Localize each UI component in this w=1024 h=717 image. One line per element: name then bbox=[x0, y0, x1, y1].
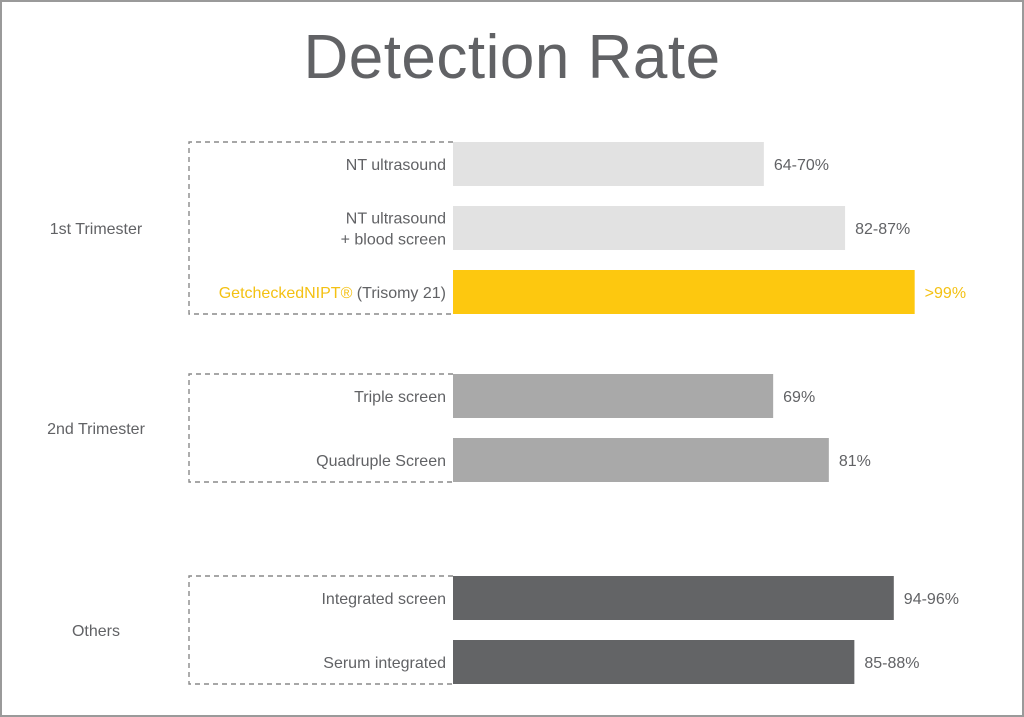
value-label: 94-96% bbox=[904, 591, 959, 608]
value-label: >99% bbox=[925, 285, 966, 302]
category-label: Quadruple Screen bbox=[316, 453, 446, 470]
bar bbox=[453, 270, 915, 314]
group-bracket bbox=[188, 373, 453, 483]
group-bracket bbox=[188, 141, 453, 315]
category-label: NT ultrasound bbox=[346, 211, 446, 228]
bar bbox=[453, 576, 894, 620]
category-label: GetcheckedNIPT® (Trisomy 21) bbox=[219, 285, 446, 302]
bar bbox=[453, 640, 855, 684]
value-label: 82-87% bbox=[855, 221, 910, 238]
category-label: Integrated screen bbox=[321, 591, 446, 608]
category-label: Triple screen bbox=[354, 389, 446, 406]
group-label: Others bbox=[72, 623, 120, 640]
group-label: 1st Trimester bbox=[50, 221, 143, 238]
category-label: NT ultrasound bbox=[346, 157, 446, 174]
chart-title: Detection Rate bbox=[303, 23, 721, 92]
brand-label: GetcheckedNIPT® bbox=[219, 285, 353, 302]
bar bbox=[453, 142, 764, 186]
category-label: + blood screen bbox=[341, 232, 446, 249]
category-label-suffix: (Trisomy 21) bbox=[352, 285, 446, 302]
value-label: 85-88% bbox=[864, 655, 919, 672]
bar bbox=[453, 374, 774, 418]
group-label: 2nd Trimester bbox=[47, 421, 145, 438]
category-label: Serum integrated bbox=[323, 655, 446, 672]
value-label: 64-70% bbox=[774, 157, 829, 174]
value-label: 81% bbox=[839, 453, 871, 470]
bar bbox=[453, 206, 846, 250]
group-bracket bbox=[188, 575, 453, 685]
bar bbox=[453, 438, 829, 482]
value-label: 69% bbox=[783, 389, 815, 406]
